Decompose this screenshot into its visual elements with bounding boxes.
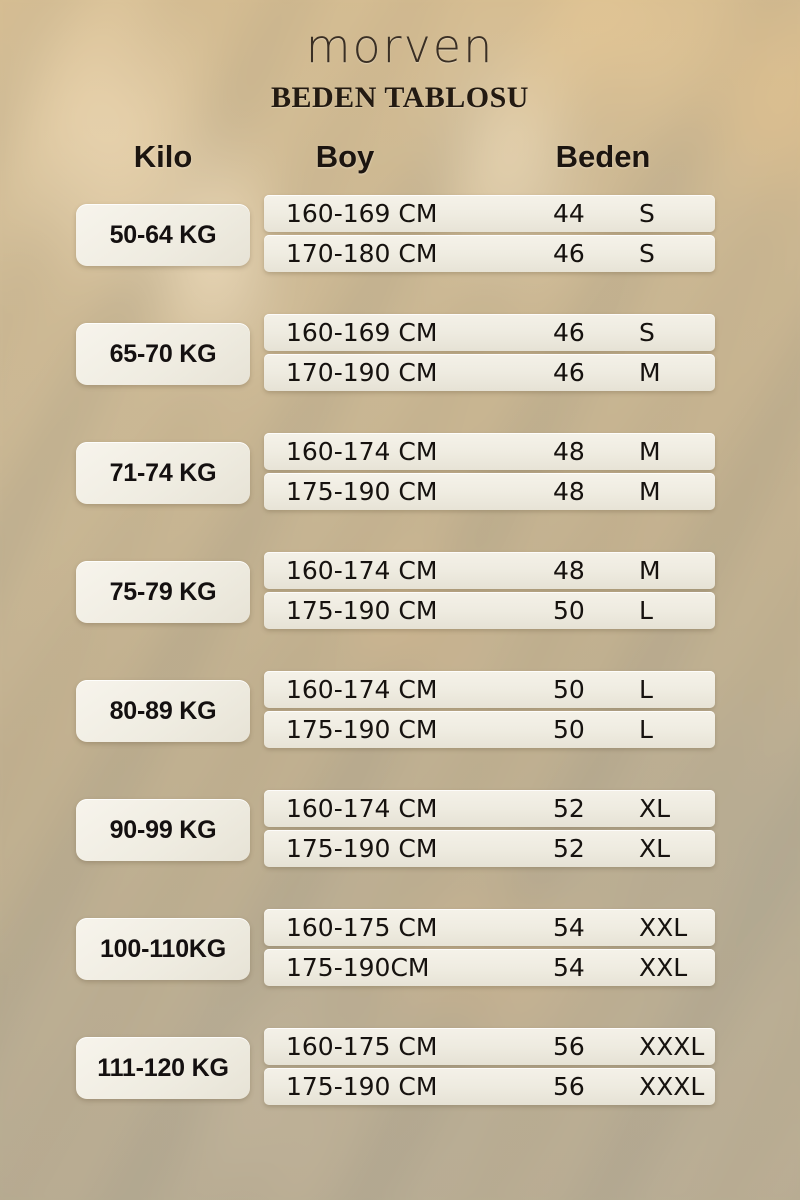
brand-logo: morven (305, 19, 495, 73)
weight-pill: 111-120 KG (76, 1037, 250, 1099)
table-row: 160-169 CM 46 S (264, 314, 715, 351)
cell-size-number: 46 (553, 358, 585, 387)
table-row: 175-190 CM 56 XXXL (264, 1068, 715, 1105)
cell-size-number: 48 (553, 437, 585, 466)
table-row: 160-175 CM 54 XXL (264, 909, 715, 946)
column-header-beden: Beden (555, 139, 651, 174)
weight-group: 90-99 KG 160-174 CM 52 XL 175-190 CM 52 XL (0, 790, 800, 870)
cell-height: 160-174 CM (286, 794, 438, 823)
weight-group: 80-89 KG 160-174 CM 50 L 175-190 CM 50 L (0, 671, 800, 751)
cell-size-number: 46 (553, 318, 585, 347)
cell-size-number: 44 (553, 199, 585, 228)
measurement-rows: 160-175 CM 56 XXXL 175-190 CM 56 XXXL (264, 1028, 715, 1105)
cell-height: 175-190 CM (286, 715, 438, 744)
cell-size-letter: M (639, 437, 661, 466)
cell-size-number: 46 (553, 239, 585, 268)
cell-size-number: 48 (553, 477, 585, 506)
cell-size-number: 50 (553, 715, 585, 744)
cell-size-letter: S (639, 199, 655, 228)
column-header-kilo: Kilo (133, 139, 193, 174)
weight-group: 111-120 KG 160-175 CM 56 XXXL 175-190 CM 56 XX… (0, 1028, 800, 1108)
table-row: 175-190 CM 50 L (264, 711, 715, 748)
measurement-rows: 160-174 CM 48 M 175-190 CM 50 L (264, 552, 715, 629)
measurement-rows: 160-174 CM 48 M 175-190 CM 48 M (264, 433, 715, 510)
cell-height: 175-190 CM (286, 596, 438, 625)
measurement-rows: 160-174 CM 50 L 175-190 CM 50 L (264, 671, 715, 748)
table-row: 175-190 CM 48 M (264, 473, 715, 510)
cell-size-letter: XXL (639, 953, 688, 982)
table-row: 170-190 CM 46 M (264, 354, 715, 391)
size-table: 50-64 KG 160-169 CM 44 S 170-180 CM 46 S 65-70 … (0, 195, 800, 1108)
weight-pill: 50-64 KG (76, 204, 250, 266)
cell-size-letter: L (639, 675, 653, 704)
cell-size-number: 50 (553, 675, 585, 704)
weight-pill: 80-89 KG (76, 680, 250, 742)
cell-size-letter: XL (639, 794, 671, 823)
cell-size-letter: XXXL (639, 1072, 705, 1101)
weight-group: 71-74 KG 160-174 CM 48 M 175-190 CM 48 M (0, 433, 800, 513)
measurement-rows: 160-175 CM 54 XXL 175-190CM 54 XXL (264, 909, 715, 986)
cell-size-letter: XL (639, 834, 671, 863)
cell-height: 160-169 CM (286, 199, 438, 228)
cell-height: 170-180 CM (286, 239, 438, 268)
cell-size-number: 56 (553, 1072, 585, 1101)
cell-size-number: 52 (553, 834, 585, 863)
table-row: 175-190CM 54 XXL (264, 949, 715, 986)
table-row: 160-175 CM 56 XXXL (264, 1028, 715, 1065)
cell-height: 160-174 CM (286, 675, 438, 704)
cell-height: 175-190CM (286, 953, 430, 982)
cell-size-letter: S (639, 239, 655, 268)
cell-size-number: 50 (553, 596, 585, 625)
cell-size-letter: M (639, 358, 661, 387)
cell-size-letter: S (639, 318, 655, 347)
page-title: BEDEN TABLOSU (271, 81, 529, 114)
cell-size-letter: L (639, 596, 653, 625)
cell-size-number: 48 (553, 556, 585, 585)
cell-height: 160-174 CM (286, 556, 438, 585)
weight-group: 75-79 KG 160-174 CM 48 M 175-190 CM 50 L (0, 552, 800, 632)
cell-size-number: 54 (553, 953, 585, 982)
measurement-rows: 160-169 CM 46 S 170-190 CM 46 M (264, 314, 715, 391)
cell-height: 160-175 CM (286, 1032, 438, 1061)
table-row: 160-174 CM 48 M (264, 552, 715, 589)
weight-group: 50-64 KG 160-169 CM 44 S 170-180 CM 46 S (0, 195, 800, 275)
cell-size-letter: XXL (639, 913, 688, 942)
cell-size-number: 56 (553, 1032, 585, 1061)
table-row: 160-174 CM 48 M (264, 433, 715, 470)
cell-height: 160-175 CM (286, 913, 438, 942)
measurement-rows: 160-174 CM 52 XL 175-190 CM 52 XL (264, 790, 715, 867)
table-row: 160-174 CM 50 L (264, 671, 715, 708)
cell-size-letter: XXXL (639, 1032, 705, 1061)
cell-height: 160-174 CM (286, 437, 438, 466)
weight-group: 100-110KG 160-175 CM 54 XXL 175-190CM 54 XXL (0, 909, 800, 989)
weight-pill: 90-99 KG (76, 799, 250, 861)
cell-size-number: 54 (553, 913, 585, 942)
table-row: 175-190 CM 52 XL (264, 830, 715, 867)
cell-size-letter: M (639, 556, 661, 585)
cell-size-letter: M (639, 477, 661, 506)
cell-height: 170-190 CM (286, 358, 438, 387)
weight-group: 65-70 KG 160-169 CM 46 S 170-190 CM 46 M (0, 314, 800, 394)
cell-size-letter: L (639, 715, 653, 744)
weight-pill: 100-110KG (76, 918, 250, 980)
table-row: 160-174 CM 52 XL (264, 790, 715, 827)
column-headers: Kilo Boy Beden (0, 139, 800, 195)
measurement-rows: 160-169 CM 44 S 170-180 CM 46 S (264, 195, 715, 272)
cell-height: 175-190 CM (286, 1072, 438, 1101)
weight-pill: 75-79 KG (76, 561, 250, 623)
table-row: 160-169 CM 44 S (264, 195, 715, 232)
weight-pill: 65-70 KG (76, 323, 250, 385)
weight-pill: 71-74 KG (76, 442, 250, 504)
table-row: 170-180 CM 46 S (264, 235, 715, 272)
cell-height: 175-190 CM (286, 834, 438, 863)
column-header-boy: Boy (315, 139, 375, 174)
cell-height: 160-169 CM (286, 318, 438, 347)
cell-height: 175-190 CM (286, 477, 438, 506)
table-row: 175-190 CM 50 L (264, 592, 715, 629)
cell-size-number: 52 (553, 794, 585, 823)
